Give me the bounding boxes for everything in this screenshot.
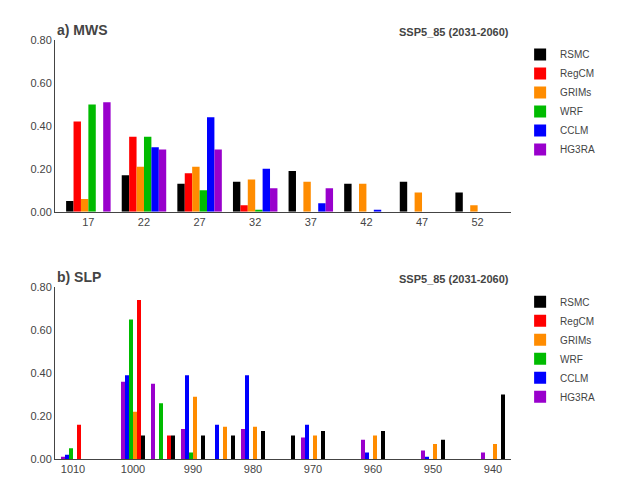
svg-text:HG3RA: HG3RA bbox=[560, 144, 595, 155]
svg-text:960: 960 bbox=[364, 463, 382, 475]
svg-text:0.00: 0.00 bbox=[30, 453, 51, 465]
svg-text:0.60: 0.60 bbox=[30, 324, 51, 336]
svg-text:22: 22 bbox=[138, 216, 150, 228]
svg-text:32: 32 bbox=[249, 216, 261, 228]
svg-text:1000: 1000 bbox=[121, 463, 145, 475]
svg-text:CCLM: CCLM bbox=[560, 125, 588, 136]
svg-text:SSP5_85 (2031-2060): SSP5_85 (2031-2060) bbox=[399, 26, 509, 38]
svg-text:0.80: 0.80 bbox=[30, 281, 51, 293]
svg-text:0.40: 0.40 bbox=[30, 367, 51, 379]
svg-text:47: 47 bbox=[416, 216, 428, 228]
svg-text:0.60: 0.60 bbox=[30, 77, 51, 89]
svg-text:SSP5_85 (2031-2060): SSP5_85 (2031-2060) bbox=[399, 273, 509, 285]
svg-text:a) MWS: a) MWS bbox=[57, 22, 108, 38]
svg-text:990: 990 bbox=[184, 463, 202, 475]
svg-text:42: 42 bbox=[360, 216, 372, 228]
svg-text:RegCM: RegCM bbox=[560, 68, 594, 79]
svg-text:37: 37 bbox=[305, 216, 317, 228]
svg-text:RSMC: RSMC bbox=[560, 49, 589, 60]
svg-text:GRIMs: GRIMs bbox=[560, 335, 591, 346]
svg-text:0.40: 0.40 bbox=[30, 120, 51, 132]
svg-text:980: 980 bbox=[244, 463, 262, 475]
svg-text:0.00: 0.00 bbox=[30, 206, 51, 218]
svg-text:970: 970 bbox=[304, 463, 322, 475]
svg-text:52: 52 bbox=[472, 216, 484, 228]
svg-text:WRF: WRF bbox=[560, 354, 583, 365]
svg-text:17: 17 bbox=[82, 216, 94, 228]
svg-text:1010: 1010 bbox=[61, 463, 85, 475]
svg-text:GRIMs: GRIMs bbox=[560, 87, 591, 98]
svg-text:RegCM: RegCM bbox=[560, 316, 594, 327]
svg-text:0.20: 0.20 bbox=[30, 410, 51, 422]
svg-text:0.80: 0.80 bbox=[30, 34, 51, 46]
svg-text:HG3RA: HG3RA bbox=[560, 392, 595, 403]
svg-text:CCLM: CCLM bbox=[560, 373, 588, 384]
svg-text:0.20: 0.20 bbox=[30, 163, 51, 175]
svg-text:27: 27 bbox=[193, 216, 205, 228]
svg-text:RSMC: RSMC bbox=[560, 297, 589, 308]
svg-text:940: 940 bbox=[484, 463, 502, 475]
svg-text:b) SLP: b) SLP bbox=[57, 269, 101, 285]
svg-text:950: 950 bbox=[424, 463, 442, 475]
svg-text:WRF: WRF bbox=[560, 106, 583, 117]
